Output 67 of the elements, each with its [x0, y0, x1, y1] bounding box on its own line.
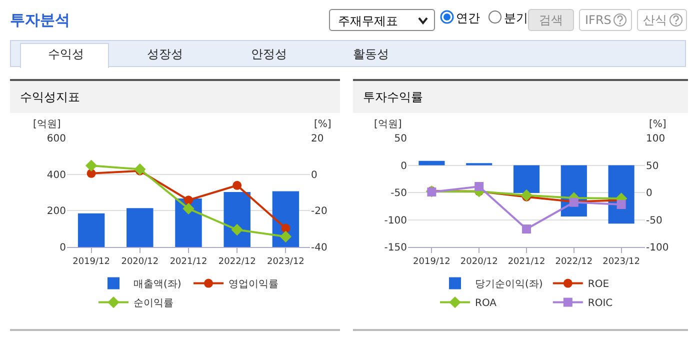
y2-tick-label: 50 [646, 160, 659, 172]
y-tick-label: 0 [400, 160, 407, 172]
y2-tick-label: 0 [311, 170, 318, 181]
text: 활동성 [353, 46, 389, 63]
legend-label: 영업이익률 [228, 279, 278, 290]
point [616, 200, 626, 209]
text: 주재무제표 [338, 14, 398, 28]
point [85, 160, 98, 172]
y-tick-label: 200 [46, 206, 66, 218]
point [474, 182, 484, 192]
text: 수익성 [48, 46, 84, 63]
y2-tick-label: -50 [646, 215, 662, 226]
y2-tick-label: -20 [311, 206, 328, 218]
x-tick-label: 2019/12 [413, 256, 450, 267]
y2-tick-label: -100 [646, 242, 669, 254]
legend-label: ROA [475, 298, 497, 310]
legend-label: ROIC [588, 298, 613, 310]
x-tick-label: 2021/12 [170, 256, 208, 267]
point [134, 163, 146, 176]
x-tick-label: 2020/12 [121, 256, 159, 267]
text: 안정성 [251, 46, 287, 63]
point [232, 180, 242, 190]
text: 분기 [504, 10, 528, 27]
x-tick-label: 2023/12 [267, 256, 304, 267]
x-tick-label: 2022/12 [555, 256, 593, 267]
y2-axis-title: [%] [314, 119, 332, 130]
text: 연간 [456, 10, 480, 27]
point [280, 230, 292, 242]
y2-tick-label: 0 [646, 188, 652, 199]
point [184, 196, 193, 205]
legend-label: ROE [588, 279, 610, 290]
text: 산식 [643, 13, 667, 27]
text: 검색 [528, 9, 574, 31]
legend-label: 당기순이익(좌) [475, 279, 543, 290]
y-tick-label: -50 [390, 188, 407, 199]
x-tick-label: 2021/12 [508, 256, 546, 267]
bar [78, 213, 105, 247]
chart-title: 투자수익률 [353, 81, 688, 113]
chart-title: 수익성지표 [10, 81, 340, 113]
x-tick-label: 2020/12 [460, 256, 498, 267]
text: IFRS [585, 13, 612, 27]
bar [126, 208, 154, 247]
y2-tick-label: 20 [311, 134, 324, 144]
legend-label: 매출액(좌) [134, 279, 182, 290]
x-tick-label: 2022/12 [218, 256, 256, 267]
y-tick-label: 400 [46, 170, 66, 181]
point [231, 224, 243, 236]
point [520, 189, 532, 202]
y-tick-label: 50 [394, 134, 407, 144]
y-tick-label: -100 [384, 215, 407, 226]
text: 성장성 [147, 46, 183, 63]
y-tick-label: 600 [46, 134, 66, 144]
y-axis-title: [억원] [374, 119, 402, 130]
text: 투자분석 [10, 11, 70, 30]
y-tick-label: 0 [60, 242, 66, 254]
point [182, 202, 194, 215]
y-tick-label: -150 [384, 242, 407, 254]
point [281, 224, 290, 233]
y2-axis-title: [%] [649, 119, 666, 130]
y2-tick-label: 100 [646, 134, 666, 144]
x-tick-label: 2023/12 [602, 256, 640, 267]
legend-label: 순이익률 [134, 298, 174, 310]
bar [224, 192, 250, 247]
point [522, 224, 531, 234]
y2-tick-label: -40 [311, 242, 328, 254]
y-axis-title: [억원] [33, 119, 61, 130]
x-tick-label: 2019/12 [72, 256, 110, 267]
